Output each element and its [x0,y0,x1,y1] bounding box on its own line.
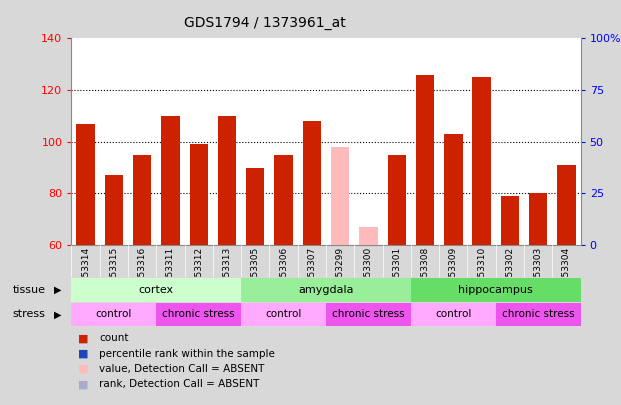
Text: chronic stress: chronic stress [502,309,574,319]
Bar [218,116,236,245]
Text: GSM53301: GSM53301 [392,247,401,296]
Bar [189,144,208,245]
Bar [326,303,411,326]
Text: GDS1794 / 1373961_at: GDS1794 / 1373961_at [184,16,346,30]
Bar [360,227,378,245]
Text: GSM53313: GSM53313 [222,247,232,296]
Bar [241,303,326,326]
Text: cortex: cortex [138,285,174,295]
Text: GSM53305: GSM53305 [251,247,260,296]
Bar [411,278,581,302]
Bar [302,121,321,245]
Text: hippocampus: hippocampus [458,285,533,295]
Bar [71,278,241,302]
Text: GSM53311: GSM53311 [166,247,175,296]
Bar [156,303,241,326]
Bar [411,303,496,326]
Text: GSM53316: GSM53316 [138,247,147,296]
Text: ▶: ▶ [54,309,61,319]
Text: ■: ■ [78,349,88,358]
Bar [388,155,406,245]
Text: GSM53315: GSM53315 [109,247,119,296]
Text: GSM53304: GSM53304 [562,247,571,296]
Text: control: control [435,309,471,319]
Bar [274,155,292,245]
Bar [71,303,156,326]
Text: GSM53299: GSM53299 [336,247,345,296]
Bar [76,124,95,245]
Text: tissue: tissue [12,285,45,295]
Text: GSM53312: GSM53312 [194,247,203,296]
Text: control: control [265,309,302,319]
Text: count: count [99,333,129,343]
Text: amygdala: amygdala [298,285,354,295]
Bar [241,278,411,302]
Text: rank, Detection Call = ABSENT: rank, Detection Call = ABSENT [99,379,260,389]
Text: ▶: ▶ [54,285,61,295]
Text: GSM53308: GSM53308 [420,247,430,296]
Text: GSM53302: GSM53302 [505,247,514,296]
Bar [105,175,123,245]
Text: GSM53307: GSM53307 [307,247,316,296]
Text: ■: ■ [78,364,88,374]
Bar [529,194,547,245]
Text: value, Detection Call = ABSENT: value, Detection Call = ABSENT [99,364,265,374]
Text: GSM53314: GSM53314 [81,247,90,296]
Bar [557,165,576,245]
Text: chronic stress: chronic stress [332,309,405,319]
Bar [246,168,265,245]
Bar [444,134,463,245]
Bar [133,155,152,245]
Bar [501,196,519,245]
Text: GSM53303: GSM53303 [533,247,543,296]
Bar [161,116,179,245]
Bar [473,77,491,245]
Text: chronic stress: chronic stress [163,309,235,319]
Text: ■: ■ [78,333,88,343]
Text: ■: ■ [78,379,88,389]
Text: GSM53300: GSM53300 [364,247,373,296]
Text: stress: stress [12,309,45,319]
Bar [331,147,350,245]
Text: control: control [96,309,132,319]
Text: percentile rank within the sample: percentile rank within the sample [99,349,275,358]
Text: GSM53306: GSM53306 [279,247,288,296]
Bar [416,75,434,245]
Text: GSM53310: GSM53310 [477,247,486,296]
Bar [496,303,581,326]
Text: GSM53309: GSM53309 [449,247,458,296]
